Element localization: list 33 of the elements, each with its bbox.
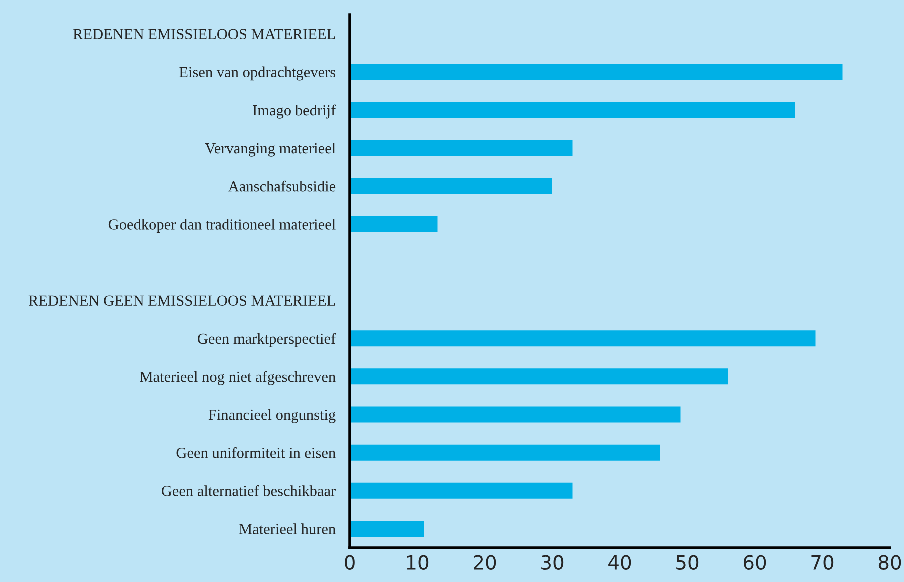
bar	[350, 64, 843, 80]
bar	[350, 140, 573, 156]
bar	[350, 520, 424, 537]
y-tick-label: Aanschafsubsidie	[228, 180, 336, 192]
x-tick-label: 40	[608, 555, 632, 570]
x-tick-label: 70	[812, 555, 834, 570]
x-tick-label: 50	[676, 555, 699, 570]
y-tick-label: Eisen van opdrachtgevers	[180, 66, 336, 81]
y-tick-label: Goedkoper dan traditioneel materieel	[108, 219, 336, 233]
y-tick-label: Materieel huren	[239, 524, 336, 534]
y-tick-label: Materieel nog niet afgeschreven	[140, 371, 336, 386]
y-tick-label: Geen alternatief beschikbaar	[162, 485, 336, 496]
y-tick-label: REDENEN GEEN EMISSIELOOS MATERIEEL	[28, 296, 336, 306]
bar	[350, 102, 796, 118]
bar	[350, 368, 728, 385]
x-tick-label: 10	[407, 555, 429, 570]
x-tick-label: 60	[744, 555, 766, 570]
bar	[350, 406, 681, 423]
y-tick-label: Imago bedrijf	[253, 104, 336, 119]
y-tick-label: Geen marktperspectief	[198, 333, 336, 348]
bar	[350, 482, 573, 499]
y-tick-label: REDENEN EMISSIELOOS MATERIEEL	[73, 29, 336, 40]
y-tick-label: Geen uniformiteit in eisen	[176, 447, 336, 458]
x-tick-label: 0	[345, 555, 355, 570]
y-tick-label: Vervanging materieel	[205, 142, 336, 157]
x-tick-label: 20	[474, 555, 496, 570]
bar	[350, 216, 438, 232]
bar	[350, 444, 660, 461]
x-tick-label: 30	[542, 555, 564, 570]
bar	[350, 330, 816, 347]
y-tick-label: Financieel ongunstig	[208, 409, 336, 424]
bar	[350, 178, 552, 194]
x-tick-label: 80	[878, 555, 902, 570]
